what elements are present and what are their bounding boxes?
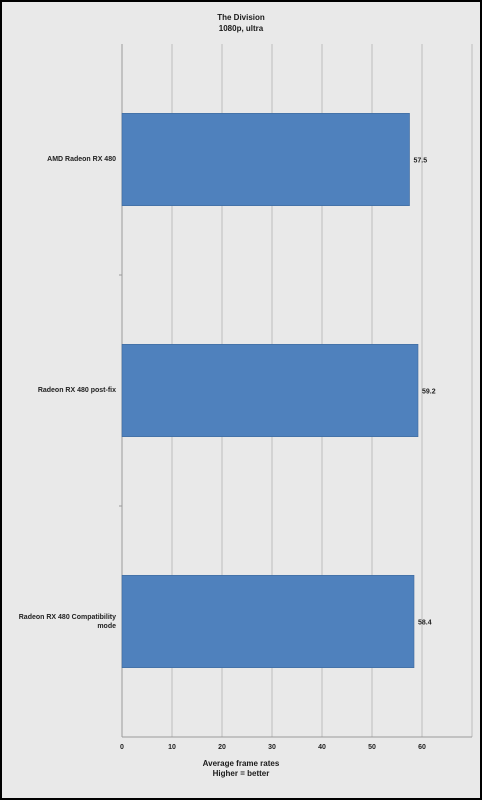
- x-tick-label: 20: [218, 744, 226, 751]
- x-tick-label: 50: [368, 744, 376, 751]
- bar: [121, 343, 419, 437]
- chart-title: The Division: [217, 13, 265, 22]
- x-axis-sublabel: Higher = better: [212, 769, 270, 778]
- x-tick-label: 40: [318, 744, 326, 751]
- category-label: AMD Radeon RX 480: [47, 156, 116, 163]
- x-axis-label: Average frame rates: [202, 759, 280, 768]
- x-tick-label: 30: [268, 744, 276, 751]
- data-label: 59.2: [422, 389, 436, 396]
- chart-titles: The Division 1080p, ultra: [2, 12, 480, 34]
- category-label: Radeon RX 480 post-fix: [37, 387, 116, 394]
- x-axis-title: Average frame rates Higher = better: [2, 759, 480, 779]
- bar: [121, 574, 415, 668]
- chart-subtitle: 1080p, ultra: [218, 24, 264, 33]
- x-tick-label: 60: [418, 744, 426, 751]
- x-tick-label: 10: [168, 744, 176, 751]
- x-tick-label: 0: [120, 744, 124, 751]
- data-label: 58.4: [418, 620, 432, 627]
- data-label: 57.5: [414, 158, 428, 165]
- bar: [121, 113, 410, 207]
- category-label: Radeon RX 480 Compatibility mode: [18, 613, 116, 630]
